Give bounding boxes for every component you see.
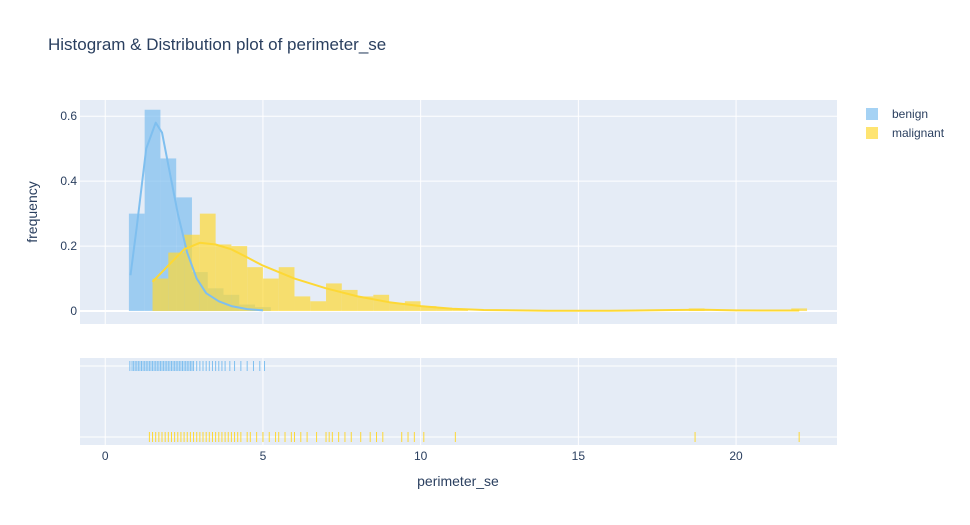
- distribution-curves: [129, 121, 800, 312]
- malignant-bar: [247, 267, 263, 312]
- x-tick-label: 5: [260, 449, 267, 463]
- legend[interactable]: benign malignant: [866, 107, 945, 140]
- y-tick-label: 0: [70, 304, 77, 318]
- x-axis-ticks: 0 5 10 15 20: [102, 449, 743, 463]
- benign-bar: [128, 213, 145, 312]
- malignant-bar: [420, 306, 437, 312]
- malignant-bar: [199, 213, 216, 312]
- rug-plot-background: [80, 358, 837, 445]
- y-tick-label: 0.2: [60, 239, 77, 253]
- x-tick-label: 0: [102, 449, 109, 463]
- y-tick-label: 0.6: [60, 109, 77, 123]
- x-tick-label: 15: [572, 449, 586, 463]
- malignant-legend-swatch: [866, 127, 878, 139]
- main-plot-area: 0 0.2 0.4 0.6: [60, 100, 837, 324]
- malignant-legend-label: malignant: [892, 126, 945, 140]
- benign-legend-label: benign: [892, 107, 928, 121]
- chart-title: Histogram & Distribution plot of perimet…: [48, 35, 386, 54]
- malignant-bar: [294, 296, 311, 312]
- malignant-bar: [168, 252, 185, 312]
- malignant-bar: [436, 307, 453, 312]
- benign-bar: [144, 109, 161, 312]
- malignant-bar: [231, 246, 248, 312]
- malignant-bar: [452, 309, 468, 312]
- rug-marks: [129, 361, 800, 442]
- malignant-bar: [373, 294, 390, 312]
- malignant-bar: [152, 278, 169, 312]
- malignant-kde-line: [151, 241, 800, 312]
- benign-legend-swatch: [866, 108, 878, 120]
- rug-plot-area: 0 5 10 15 20: [80, 358, 837, 463]
- x-tick-label: 10: [414, 449, 428, 463]
- malignant-bar: [326, 283, 342, 312]
- malignant-bar: [404, 301, 421, 312]
- x-tick-label: 20: [729, 449, 743, 463]
- malignant-bar: [278, 267, 295, 312]
- malignant-bar: [215, 244, 232, 312]
- malignant-bar: [262, 278, 279, 312]
- y-tick-label: 0.4: [60, 174, 77, 188]
- x-axis-label: perimeter_se: [417, 473, 499, 489]
- malignant-bar: [357, 296, 374, 312]
- y-axis-ticks: 0 0.2 0.4 0.6: [60, 109, 77, 318]
- malignant-bar: [310, 301, 327, 312]
- y-axis-label: frequency: [24, 181, 40, 242]
- benign-kde-line: [129, 121, 263, 312]
- malignant-bar: [389, 302, 405, 312]
